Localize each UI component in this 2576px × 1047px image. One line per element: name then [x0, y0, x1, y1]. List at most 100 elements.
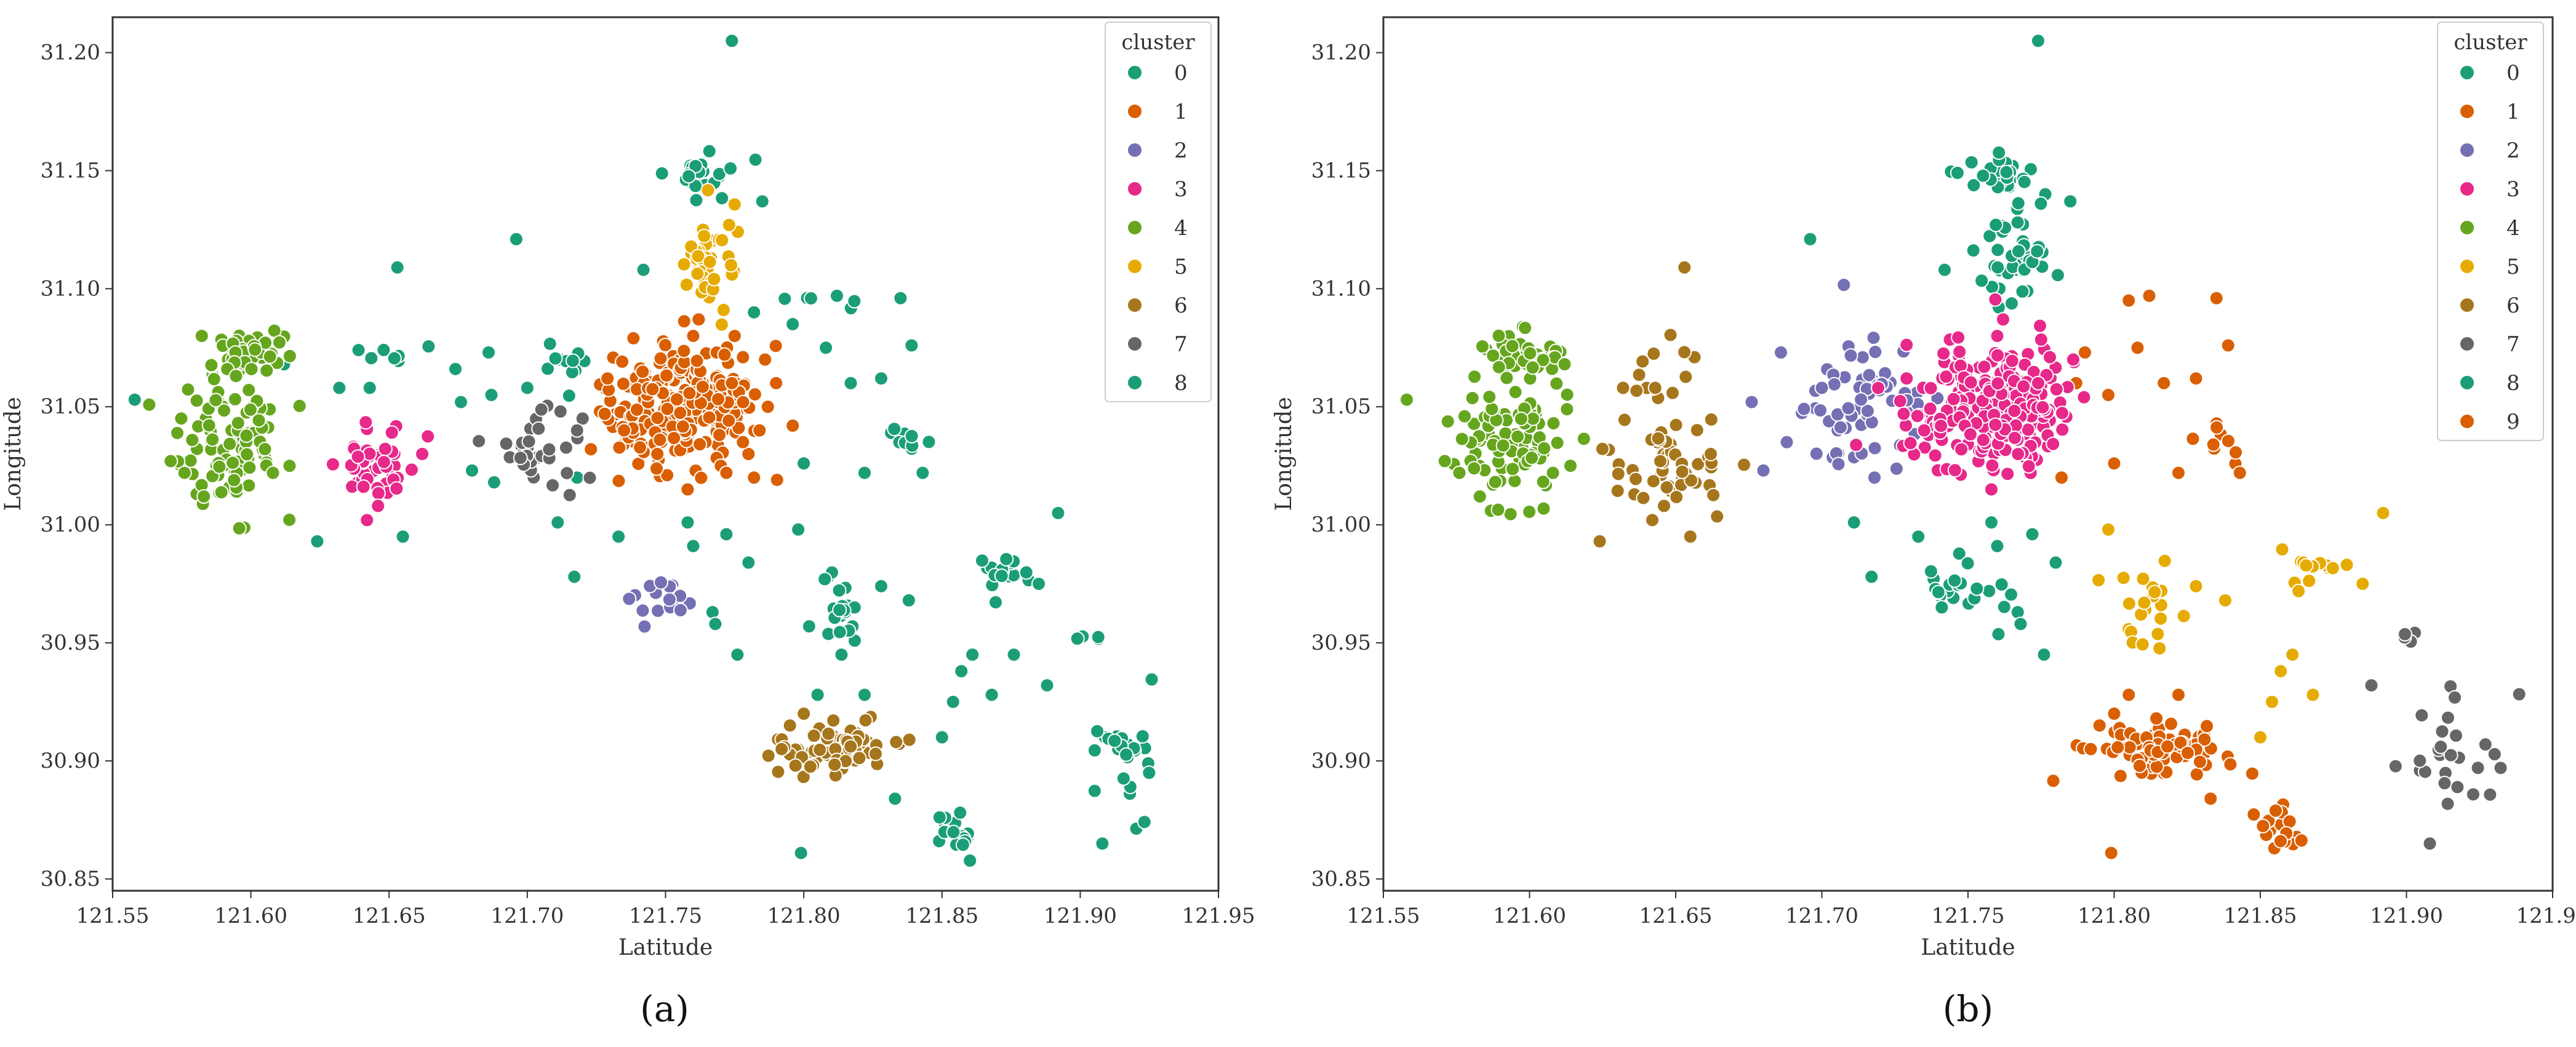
data-point-cluster-6: [1674, 464, 1690, 479]
data-point-cluster-1: [731, 420, 746, 436]
data-point-cluster-6: [812, 742, 828, 757]
data-point-cluster-2: [1843, 348, 1858, 364]
data-point-cluster-1: [676, 343, 692, 359]
data-point-cluster-6: [770, 764, 786, 779]
data-point-cluster-0: [1039, 678, 1055, 693]
data-point-cluster-1: [727, 328, 742, 344]
data-point-cluster-4: [142, 397, 157, 412]
data-point-cluster-0: [1974, 273, 1990, 289]
data-point-cluster-4: [231, 520, 247, 536]
data-point-cluster-7: [558, 440, 574, 455]
data-point-cluster-7: [2397, 626, 2412, 642]
data-point-cluster-7: [2364, 678, 2379, 693]
y-tick-label: 31.15: [1311, 158, 1371, 183]
data-point-cluster-4: [1545, 465, 1561, 480]
data-point-cluster-0: [708, 616, 723, 632]
data-point-cluster-1: [747, 387, 762, 402]
data-point-cluster-4: [292, 398, 307, 413]
scatter-points: [127, 33, 1159, 869]
data-point-cluster-4: [1467, 369, 1482, 384]
data-point-cluster-7: [2487, 747, 2502, 762]
data-point-cluster-6: [889, 734, 904, 750]
data-point-cluster-3: [1896, 406, 1911, 421]
data-point-cluster-5: [2253, 730, 2268, 745]
x-tick-label: 121.55: [1347, 904, 1420, 928]
data-point-cluster-4: [1465, 391, 1480, 406]
data-point-cluster-0: [921, 434, 937, 450]
data-point-cluster-1: [2092, 718, 2107, 733]
data-point-cluster-4: [1437, 453, 1452, 469]
data-point-cluster-3: [326, 456, 341, 472]
data-point-cluster-6: [1665, 385, 1680, 400]
data-point-cluster-0: [801, 619, 817, 634]
data-point-cluster-1: [2101, 388, 2116, 403]
data-point-cluster-7: [471, 434, 487, 449]
data-point-cluster-6: [1647, 380, 1663, 396]
legend: cluster 0 1 2 3 4 5 6 7 8 9: [2437, 22, 2544, 441]
data-point-cluster-6: [796, 706, 812, 722]
legend-marker-5: [2459, 258, 2475, 274]
data-point-cluster-0: [857, 465, 872, 480]
data-point-cluster-0: [834, 647, 849, 663]
legend-label-4: 4: [1174, 216, 1188, 241]
data-point-cluster-6: [1646, 346, 1662, 361]
data-point-cluster-0: [561, 388, 577, 404]
data-point-cluster-1: [752, 423, 767, 438]
y-axis-title: Longitude: [1, 397, 26, 511]
data-point-cluster-1: [2046, 773, 2061, 789]
data-point-cluster-6: [1645, 512, 1660, 528]
y-tick-label: 30.85: [41, 867, 100, 891]
data-point-cluster-4: [228, 392, 243, 407]
data-point-cluster-1: [735, 434, 751, 450]
data-point-cluster-3: [1903, 436, 1918, 451]
data-point-cluster-0: [1994, 577, 2009, 592]
data-point-cluster-7: [2450, 779, 2465, 795]
data-point-cluster-4: [1559, 402, 1575, 417]
data-point-cluster-0: [994, 568, 1009, 584]
data-point-cluster-1: [2244, 766, 2260, 781]
data-point-cluster-0: [1934, 600, 1950, 615]
data-point-cluster-2: [654, 575, 669, 590]
data-point-cluster-1: [629, 402, 644, 417]
data-point-cluster-0: [1950, 165, 1965, 181]
x-tick-label: 121.60: [1493, 904, 1566, 928]
legend-label-9: 9: [2506, 410, 2520, 434]
data-point-cluster-3: [1936, 346, 1951, 361]
data-point-cluster-1: [666, 431, 682, 446]
data-point-cluster-4: [1457, 408, 1472, 424]
data-point-cluster-6: [806, 728, 822, 743]
legend: cluster 0 1 2 3 4 5 6 7 8: [1105, 22, 1212, 402]
data-point-cluster-2: [1796, 401, 1812, 416]
data-point-cluster-0: [390, 260, 405, 275]
data-point-cluster-4: [183, 453, 198, 468]
data-point-cluster-0: [832, 624, 847, 640]
data-point-cluster-4: [1557, 357, 1572, 372]
data-point-cluster-0: [832, 602, 847, 618]
data-point-cluster-0: [1089, 723, 1105, 739]
data-point-cluster-1: [660, 401, 675, 416]
data-point-cluster-5: [690, 266, 705, 281]
data-point-cluster-1: [2206, 437, 2221, 452]
data-point-cluster-4: [180, 382, 196, 397]
data-point-cluster-7: [2449, 728, 2464, 743]
data-point-cluster-4: [1576, 431, 1591, 447]
data-point-cluster-3: [1892, 393, 1908, 408]
data-point-cluster-0: [796, 456, 812, 471]
x-tick-label: 121.75: [1932, 904, 2005, 928]
data-point-cluster-0: [1991, 626, 2006, 642]
data-point-cluster-0: [2011, 244, 2026, 259]
data-point-cluster-4: [1546, 416, 1561, 431]
data-point-cluster-7: [513, 450, 528, 466]
data-point-cluster-4: [217, 403, 232, 418]
legend-label-3: 3: [2506, 177, 2520, 202]
data-point-cluster-2: [1868, 344, 1883, 360]
data-point-cluster-4: [259, 363, 274, 378]
data-point-cluster-5: [2375, 505, 2391, 520]
data-point-cluster-0: [915, 465, 930, 480]
data-point-cluster-0: [702, 143, 717, 159]
legend-marker-4: [1127, 220, 1143, 236]
legend-marker-2: [2459, 142, 2475, 158]
data-point-cluster-1: [611, 473, 626, 488]
data-point-cluster-0: [1964, 154, 1979, 170]
data-point-cluster-5: [679, 277, 694, 292]
